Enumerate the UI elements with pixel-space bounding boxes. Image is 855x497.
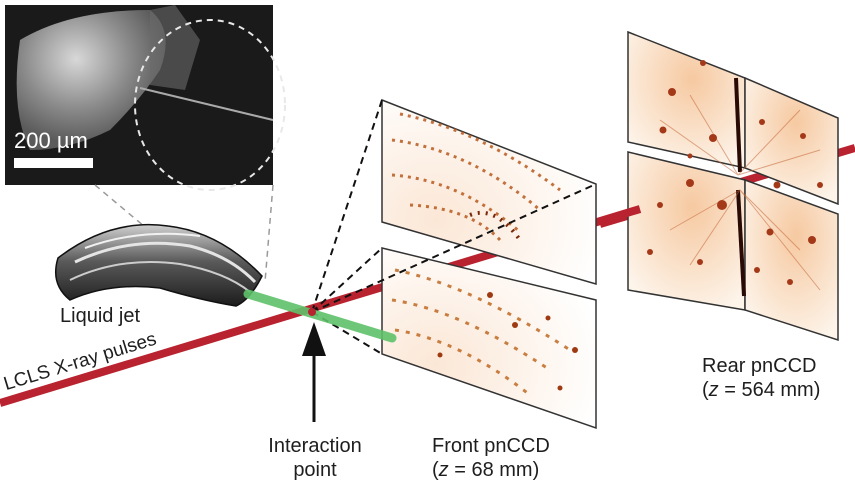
rear-pnccd-top-panel <box>627 30 746 169</box>
front-pnccd-bottom-panel <box>381 247 597 430</box>
interaction-point-label: Interaction point <box>258 434 372 482</box>
rear-pnccd-bottom-panel <box>627 151 746 311</box>
liquid-jet-nozzle <box>55 223 263 307</box>
scale-bar <box>14 158 93 168</box>
front-pnccd <box>381 98 597 430</box>
rear-pnccd-name: Rear pnCCD <box>702 355 817 377</box>
liquid-jet-label: Liquid jet <box>60 305 141 327</box>
interaction-label-line2: point <box>293 459 337 481</box>
rear-pnccd-label: Rear pnCCD (z = 564 mm) <box>702 354 820 402</box>
front-pnccd-label: Front pnCCD (z = 68 mm) <box>432 434 550 482</box>
rear-pnccd-distance: (z = 564 mm) <box>702 379 821 401</box>
front-pnccd-top-panel <box>381 98 597 285</box>
inset-micrograph <box>5 5 286 191</box>
liquid-stream <box>243 289 397 343</box>
interaction-arrow <box>302 322 326 422</box>
rear-pnccd <box>627 30 839 342</box>
interaction-label-line1: Interaction <box>268 435 362 457</box>
scale-bar-label: 200 µm <box>14 128 88 153</box>
front-pnccd-distance: (z = 68 mm) <box>432 459 540 481</box>
interaction-point-marker <box>308 308 316 316</box>
front-pnccd-name: Front pnCCD <box>432 435 550 457</box>
